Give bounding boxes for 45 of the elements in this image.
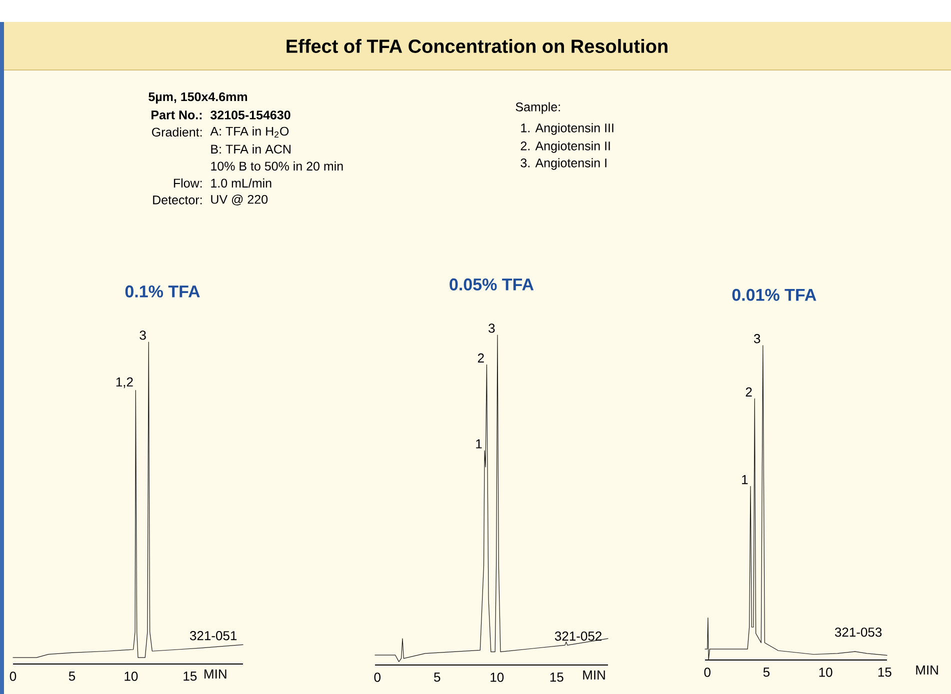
- text: Flow:: [174, 178, 202, 188]
- x-tick-label: 15: [550, 672, 564, 682]
- x-tick-label: 10: [124, 672, 138, 681]
- annotation: 2: [478, 353, 484, 362]
- x-axis-title: MIN: [583, 670, 605, 680]
- x-tick-label: 5: [68, 672, 76, 681]
- text: 3. Angiotensin I: [520, 158, 606, 170]
- annotation: 2: [746, 387, 752, 396]
- annotation: 1,2: [116, 377, 133, 388]
- text: 1. Angiotensin III: [521, 123, 614, 135]
- x-tick-label: 15: [878, 668, 892, 677]
- text: Effect of TFA Concentration on Resolution: [286, 39, 668, 53]
- chart-title: 0.01% TFA: [732, 288, 816, 301]
- text: Detector:: [153, 196, 202, 204]
- x-axis-title: MIN: [916, 666, 938, 674]
- annotation: 3: [140, 330, 146, 340]
- x-tick-label: 15: [184, 672, 197, 681]
- x-axis-title: MIN: [204, 670, 226, 678]
- text: 32105-154630: [210, 110, 290, 120]
- x-tick-label: 5: [434, 672, 440, 682]
- text: Part No.:: [152, 110, 202, 120]
- annotation: 321-053: [834, 628, 882, 637]
- x-tick-label: 0: [10, 672, 16, 681]
- text: 1.0 mL/min: [211, 178, 272, 188]
- text: 2. Angiotensin II: [520, 141, 610, 153]
- x-tick-label: 5: [763, 668, 770, 677]
- annotation: 321-052: [554, 631, 602, 641]
- text: A: TFA in H$_{2}$O: [210, 126, 289, 138]
- chart-title: 0.1% TFA: [125, 285, 200, 298]
- x-tick-label: 10: [819, 668, 832, 677]
- annotation: 1: [742, 475, 748, 484]
- annotation: 1: [476, 439, 482, 448]
- text: 10% B to 50% in 20 min: [211, 161, 343, 171]
- text: Gradient:: [152, 127, 202, 137]
- x-tick-label: 10: [490, 672, 504, 682]
- text: UV @ 220: [211, 194, 268, 206]
- x-tick-label: 0: [374, 672, 381, 682]
- annotation: 3: [488, 324, 495, 333]
- x-tick-label: 0: [704, 668, 710, 677]
- annotation: 321-051: [190, 631, 237, 640]
- text: B: TFA in ACN: [211, 144, 290, 154]
- text: Sample:: [516, 102, 560, 114]
- chart-title: 0.05% TFA: [450, 278, 534, 290]
- annotation: 3: [754, 334, 760, 344]
- text: 5µm, 150x4.6mm: [148, 92, 248, 104]
